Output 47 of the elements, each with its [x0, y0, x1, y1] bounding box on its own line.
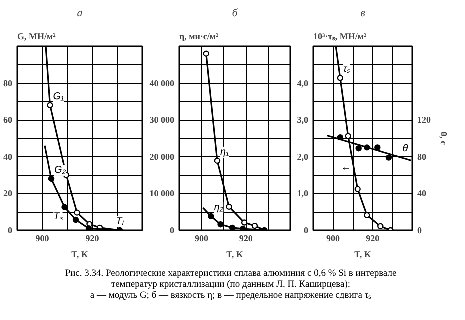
x-axis-title: T, K: [354, 250, 372, 260]
y-tick-label: 20 000: [150, 152, 175, 162]
y2-tick-label: 40: [418, 188, 427, 199]
x-tick-label: 920: [86, 234, 100, 244]
annotation: ←: [341, 162, 352, 174]
y-tick-label: 3,0: [297, 115, 309, 126]
series-label: θ: [402, 144, 409, 155]
chart-title: а: [77, 8, 84, 20]
series-label: η₁: [220, 146, 230, 158]
y-axis-title: η, мн·с/м²: [180, 32, 220, 42]
y-tick-label: 10 000: [150, 188, 175, 199]
chart-title: б: [232, 8, 238, 20]
x-tick-label: 900: [194, 234, 209, 244]
y-axis-title: G, МН/м²: [18, 32, 56, 42]
y-tick-label: 40 000: [150, 78, 175, 88]
y-tick-label: 0: [8, 226, 13, 236]
text: Рис. 3.34. Реологические характеристики сплава алюминия с 0,6 % Si в интервале: [65, 269, 397, 279]
y-tick-label: 20: [4, 188, 13, 199]
chart-title: в: [360, 8, 366, 20]
x-tick-label: 920: [366, 234, 380, 244]
y-tick-label: 80: [4, 78, 13, 88]
text: температур кристаллизации (по данным Л. П. Каширцева):: [111, 280, 351, 290]
series-label: G₂: [54, 164, 66, 176]
y-tick-label: 1,0: [297, 188, 309, 199]
y2-tick-label: 0: [418, 226, 422, 236]
annotation: Tₛ: [54, 211, 64, 222]
x-tick-label: 900: [326, 234, 341, 244]
y2-tick-label: 120: [418, 115, 432, 126]
y-tick-label: 2,0: [297, 152, 309, 162]
y2-axis-title: θ, с: [439, 132, 449, 146]
annotation: Tₗ: [116, 216, 126, 228]
y-tick-label: 30 000: [150, 115, 175, 126]
x-axis-title: T, K: [226, 250, 244, 260]
x-axis-title: T, K: [72, 250, 88, 260]
series-label: η₂: [214, 202, 224, 214]
x-tick-label: 900: [36, 234, 50, 244]
series-label: τₛ: [343, 64, 352, 76]
x-tick-label: 920: [239, 234, 254, 244]
series-label: G₁: [53, 91, 64, 102]
y-tick-label: 0: [170, 226, 175, 236]
text: а — модуль G; б — вязкость η; в — предельное напряжение сдвига τₛ: [90, 290, 372, 301]
y2-tick-label: 80: [418, 152, 427, 162]
y-tick-label: 0: [304, 226, 309, 236]
y-tick-label: 40: [4, 152, 13, 162]
y-axis-title: 10³·τₛ, МН/м²: [314, 32, 367, 42]
y-tick-label: 60: [4, 115, 13, 126]
y-tick-label: 4,0: [297, 78, 309, 88]
